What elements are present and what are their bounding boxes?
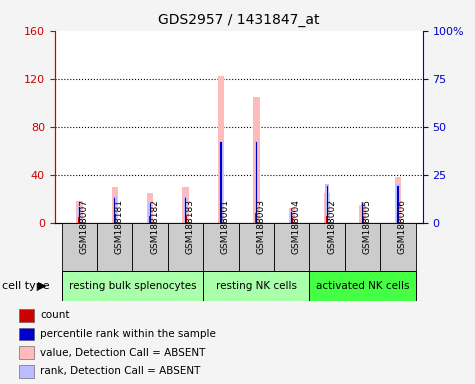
Bar — [148, 202, 152, 223]
Bar — [114, 214, 116, 223]
Bar — [19, 346, 34, 359]
Bar — [396, 184, 400, 223]
Bar — [220, 213, 222, 223]
Bar — [256, 142, 257, 223]
Text: rank, Detection Call = ABSENT: rank, Detection Call = ABSENT — [40, 366, 200, 376]
Text: GSM188006: GSM188006 — [398, 199, 407, 254]
Bar — [395, 177, 401, 223]
Bar — [150, 204, 151, 223]
Bar — [326, 215, 328, 223]
Bar — [149, 215, 151, 223]
Bar — [19, 365, 34, 377]
Text: resting bulk splenocytes: resting bulk splenocytes — [69, 281, 196, 291]
Bar — [310, 223, 345, 271]
Bar — [239, 223, 274, 271]
Text: GSM188004: GSM188004 — [292, 199, 301, 254]
Bar — [380, 223, 416, 271]
Bar — [397, 214, 399, 223]
Bar — [79, 207, 80, 223]
Bar — [361, 202, 364, 223]
Bar — [220, 142, 222, 223]
Text: value, Detection Call = ABSENT: value, Detection Call = ABSENT — [40, 348, 206, 358]
Title: GDS2957 / 1431847_at: GDS2957 / 1431847_at — [158, 13, 319, 27]
Bar — [291, 212, 293, 223]
Text: GSM188001: GSM188001 — [221, 199, 230, 254]
Bar — [274, 223, 310, 271]
Text: cell type: cell type — [2, 281, 50, 291]
Text: GSM188007: GSM188007 — [79, 199, 88, 254]
Bar — [360, 205, 366, 223]
Text: count: count — [40, 310, 70, 321]
Bar — [97, 223, 133, 271]
Bar — [185, 197, 186, 223]
Bar — [147, 193, 153, 223]
Bar — [362, 204, 363, 223]
Bar — [184, 215, 187, 223]
Bar — [19, 309, 34, 322]
Bar — [114, 197, 115, 223]
Bar — [133, 223, 168, 271]
Bar — [324, 193, 331, 223]
Bar — [113, 196, 116, 223]
Bar — [78, 217, 80, 223]
Bar — [325, 184, 329, 223]
Bar — [345, 223, 380, 271]
Text: percentile rank within the sample: percentile rank within the sample — [40, 329, 216, 339]
Bar — [397, 185, 399, 223]
Text: resting NK cells: resting NK cells — [216, 281, 297, 291]
Bar — [19, 328, 34, 341]
Bar — [77, 206, 81, 223]
Bar — [218, 76, 224, 223]
Bar — [112, 187, 118, 223]
Bar — [290, 212, 294, 223]
Bar — [62, 223, 97, 271]
Bar — [219, 141, 223, 223]
Bar — [182, 187, 189, 223]
Bar — [184, 196, 187, 223]
Text: GSM188182: GSM188182 — [150, 199, 159, 254]
Bar — [289, 208, 295, 223]
Bar — [253, 97, 259, 223]
Bar — [256, 213, 257, 223]
Text: GSM188003: GSM188003 — [256, 199, 266, 254]
Bar — [203, 223, 239, 271]
Text: GSM188183: GSM188183 — [186, 199, 195, 254]
Bar — [76, 201, 83, 223]
Bar — [291, 218, 293, 223]
Bar — [255, 141, 258, 223]
Text: ▶: ▶ — [38, 281, 47, 291]
Bar — [203, 271, 310, 301]
Bar — [62, 271, 203, 301]
Bar — [310, 271, 416, 301]
Text: GSM188181: GSM188181 — [115, 199, 124, 254]
Text: GSM188005: GSM188005 — [362, 199, 371, 254]
Text: activated NK cells: activated NK cells — [316, 281, 409, 291]
Bar — [361, 217, 364, 223]
Bar — [168, 223, 203, 271]
Text: GSM188002: GSM188002 — [327, 199, 336, 254]
Bar — [326, 185, 328, 223]
